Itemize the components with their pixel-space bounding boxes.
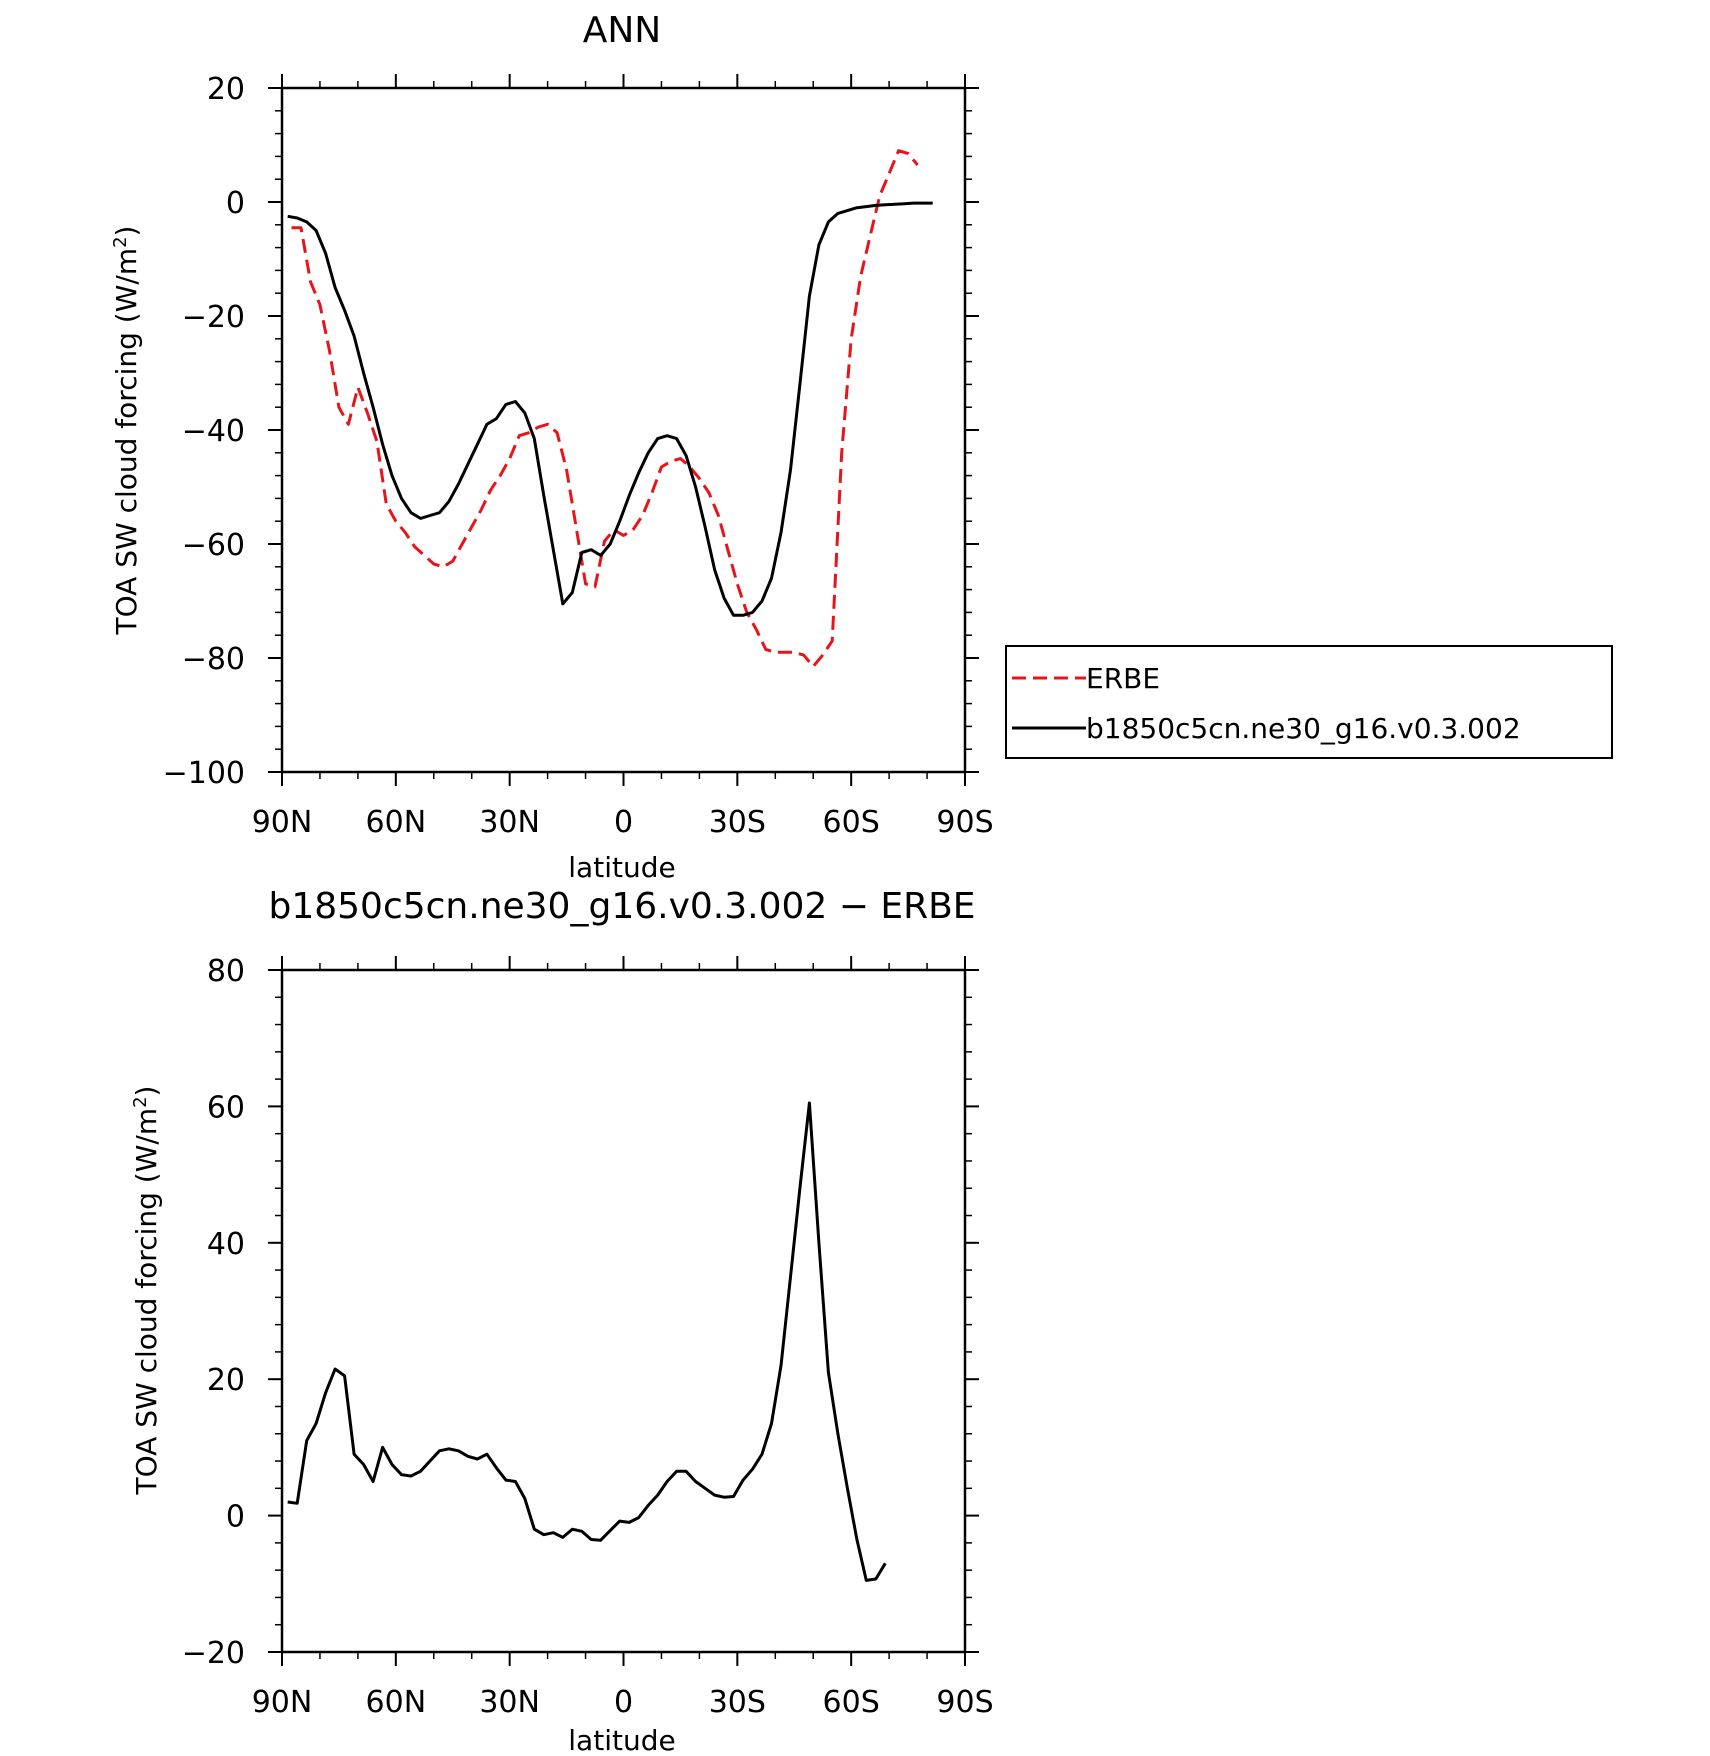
axes-frame [268,74,979,786]
y-tick-label: −20 [182,300,245,335]
axes-frame [268,956,979,1666]
x-tick-label: 90N [252,1685,313,1720]
y-tick-label: −40 [182,414,245,449]
plot-frame [280,86,967,774]
x-tick-label: 0 [614,1685,633,1720]
chart-title: b1850c5cn.ne30_g16.v0.3.002 − ERBE [268,886,975,927]
series-line-model [287,1101,887,1582]
panel-annual-mean: ANN 20 0 −20 −40 −60 −80 −100 90N 60N 30N 0 30S 60S… [110,10,1613,884]
series-line-erbe [291,149,919,668]
x-tick-label: 60N [366,805,427,840]
legend-label-erbe: ERBE [1086,662,1160,695]
x-tick-label: 60N [366,1685,427,1720]
y-tick-label: −20 [182,1636,245,1671]
x-tick-label: 60S [823,1685,880,1720]
y-tick-label: 60 [207,1090,245,1125]
legend: ERBE b1850c5cn.ne30_g16.v0.3.002 [1005,645,1613,759]
x-tick-label: 30N [479,805,540,840]
y-tick-label: 0 [226,1500,245,1535]
x-tick-label: 90N [252,805,313,840]
y-tick-label: −100 [163,756,245,791]
y-tick-label: 20 [207,1363,245,1398]
y-axis-label: TOA SW cloud forcing (W/m2) [110,226,143,636]
y-tick-label: −60 [182,528,245,563]
x-tick-labels: 90N 60N 30N 0 30S 60S 90S [252,1685,994,1720]
plot-lines [287,1101,887,1582]
y-tick-label: −80 [182,642,245,677]
y-tick-labels: 20 0 −20 −40 −60 −80 −100 [163,72,245,791]
legend-label-model: b1850c5cn.ne30_g16.v0.3.002 [1086,712,1521,745]
legend-box [1005,645,1613,759]
x-tick-label: 0 [614,805,633,840]
y-tick-labels: 80 60 40 20 0 −20 [182,954,245,1671]
series-line-model [287,201,933,617]
x-tick-label: 60S [823,805,880,840]
y-tick-label: 80 [207,954,245,989]
x-axis-label: latitude [568,851,675,884]
y-tick-label: 0 [226,186,245,221]
y-axis-label: TOA SW cloud forcing (W/m2) [130,1086,163,1496]
x-tick-labels: 90N 60N 30N 0 30S 60S 90S [252,805,994,840]
panel-difference: b1850c5cn.ne30_g16.v0.3.002 − ERBE 80 60 4… [130,886,994,1756]
y-tick-label: 40 [207,1227,245,1262]
chart-title: ANN [583,10,662,51]
plot-lines [287,149,933,668]
x-axis-label: latitude [568,1724,675,1756]
x-tick-label: 90S [936,1685,993,1720]
x-tick-label: 30S [709,1685,766,1720]
y-tick-label: 20 [207,72,245,107]
x-tick-label: 90S [936,805,993,840]
x-tick-label: 30S [709,805,766,840]
x-tick-label: 30N [479,1685,540,1720]
plot-frame [280,968,967,1654]
